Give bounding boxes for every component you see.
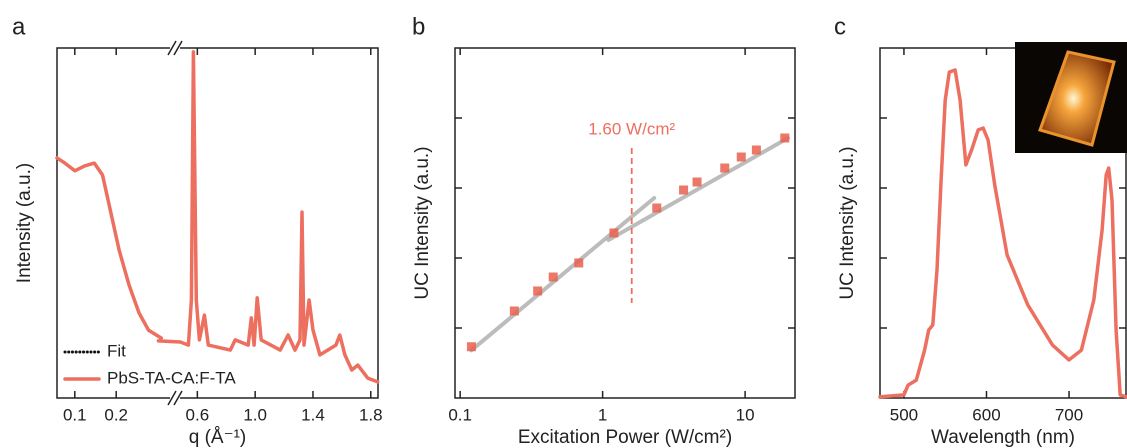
data-point — [652, 203, 662, 213]
x-axis-label: q (Å⁻¹) — [189, 427, 247, 448]
panel-label: b — [412, 13, 425, 40]
x-tick-label: 700 — [1055, 405, 1083, 424]
data-point — [780, 133, 790, 143]
axis-break-gap — [170, 44, 180, 52]
data-point — [533, 286, 543, 296]
axis-break-gap — [170, 394, 180, 402]
inset-photo — [1015, 42, 1127, 153]
data-point — [736, 152, 746, 162]
series-line — [878, 68, 1127, 399]
x-tick-label: 1.4 — [301, 405, 325, 424]
axis-break-mark — [173, 40, 183, 56]
plot-frame — [454, 47, 796, 399]
x-tick-label: 0.1 — [448, 405, 472, 424]
x-tick-label: 600 — [972, 405, 1000, 424]
x-tick-label: 0.1 — [63, 405, 87, 424]
x-axis-label: Wavelength (nm) — [931, 427, 1075, 448]
axis-break-mark — [167, 390, 177, 406]
data-point — [751, 145, 761, 155]
x-tick-label: 0.2 — [104, 405, 128, 424]
series-line — [55, 50, 380, 384]
plot-frame — [56, 47, 379, 399]
x-tick-label: 500 — [890, 405, 918, 424]
y-axis-label: UC Intensity (a.u.) — [412, 146, 433, 299]
data-point — [548, 272, 558, 282]
threshold-label: 1.60 W/cm² — [588, 119, 675, 138]
x-tick-label: 1.0 — [243, 405, 267, 424]
data-point — [509, 306, 519, 316]
legend-label: PbS-TA-CA:F-TA — [107, 368, 236, 387]
legend-label: Fit — [107, 341, 126, 360]
fit-line — [606, 136, 790, 242]
x-tick-label: 1 — [598, 405, 607, 424]
data-point — [574, 258, 584, 268]
fit-line — [469, 196, 657, 353]
axis-break-mark — [173, 390, 183, 406]
panel-label: c — [834, 13, 846, 40]
panel-label: a — [12, 13, 26, 40]
y-axis-label: Intensity (a.u.) — [14, 163, 35, 283]
data-point — [609, 228, 619, 238]
x-axis-label: Excitation Power (W/cm²) — [518, 427, 732, 448]
data-point — [720, 163, 730, 173]
x-tick-label: 10 — [736, 405, 755, 424]
y-axis-label: UC Intensity (a.u.) — [837, 146, 858, 299]
x-tick-label: 1.8 — [359, 405, 383, 424]
data-point — [692, 177, 702, 187]
data-point — [679, 185, 689, 195]
x-tick-label: 0.6 — [186, 405, 210, 424]
data-point — [466, 342, 476, 352]
series-line — [55, 156, 163, 340]
plot-frame — [879, 47, 1127, 399]
axis-break-mark — [167, 40, 177, 56]
